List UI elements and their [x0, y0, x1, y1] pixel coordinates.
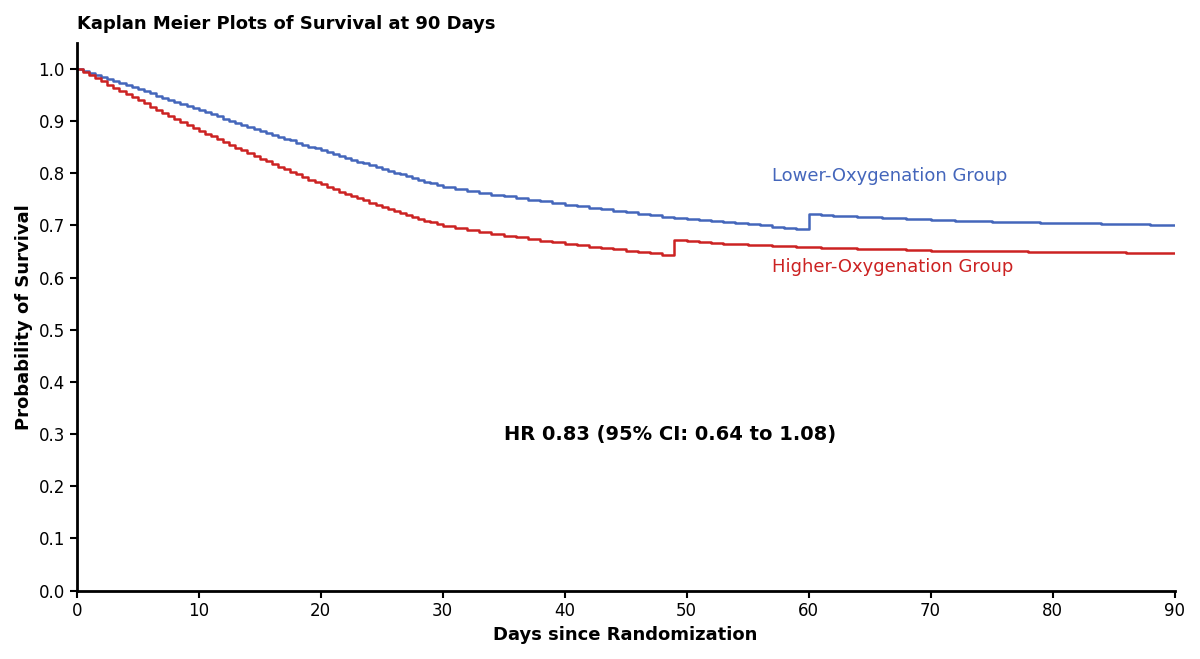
Y-axis label: Probability of Survival: Probability of Survival — [14, 204, 34, 430]
Text: HR 0.83 (95% CI: 0.64 to 1.08): HR 0.83 (95% CI: 0.64 to 1.08) — [504, 424, 835, 444]
Text: Lower-Oxygenation Group: Lower-Oxygenation Group — [772, 167, 1007, 185]
Text: Kaplan Meier Plots of Survival at 90 Days: Kaplan Meier Plots of Survival at 90 Day… — [77, 15, 496, 33]
X-axis label: Days since Randomization: Days since Randomization — [493, 626, 758, 644]
Text: Higher-Oxygenation Group: Higher-Oxygenation Group — [772, 258, 1013, 276]
